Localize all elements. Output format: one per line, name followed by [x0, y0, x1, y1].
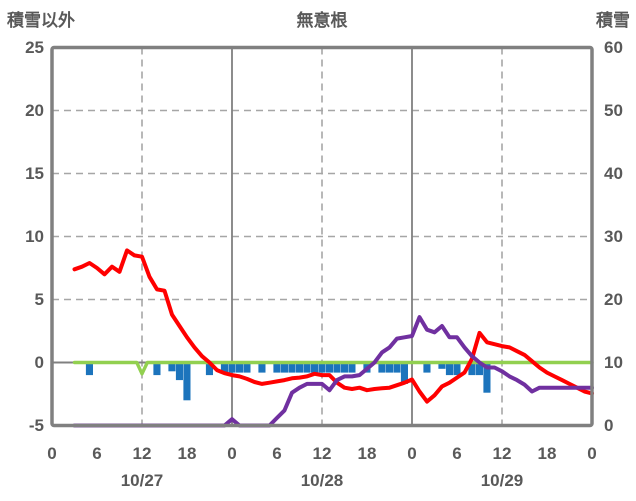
precip-bar	[483, 362, 491, 393]
precip-bar	[205, 362, 213, 376]
precip-bar	[85, 362, 93, 376]
temperature-red-line	[72, 248, 594, 404]
plot-border	[50, 45, 594, 428]
x-axis-hour-tick: 18	[537, 444, 557, 463]
precip-bar	[318, 362, 326, 373]
precip-bar	[295, 362, 303, 373]
precip-bar	[235, 362, 243, 373]
precip-bar	[310, 362, 318, 373]
precip-bar	[168, 362, 176, 372]
precip-bar	[273, 362, 281, 373]
right-axis-title: 積雪	[596, 11, 630, 30]
left-axis-title: 積雪以外	[7, 11, 75, 30]
left-axis-tick: 10	[25, 226, 44, 246]
precip-bar	[333, 362, 341, 373]
precip-bar	[400, 362, 408, 384]
precip-bar	[340, 362, 348, 373]
right-axis-tick: 10	[604, 352, 623, 372]
precip-bar	[475, 362, 483, 376]
snow-depth-purple-line	[72, 315, 594, 428]
left-axis-tick: 15	[25, 163, 44, 183]
x-axis-hour-tick: 6	[92, 444, 102, 463]
x-axis-date-label: 10/27	[120, 471, 164, 490]
precip-bar	[228, 362, 236, 373]
precip-bar	[258, 362, 266, 373]
left-axis-tick: 0	[34, 352, 44, 372]
precip-bar	[348, 362, 356, 373]
precip-bar	[288, 362, 296, 373]
right-axis-tick: 0	[604, 415, 614, 435]
precip-bar	[438, 362, 446, 369]
x-axis-hour-tick: 12	[132, 444, 152, 463]
precip-bar	[453, 362, 461, 376]
right-axis-tick: 50	[604, 100, 623, 120]
precip-bar	[280, 362, 288, 373]
precip-bar	[220, 362, 228, 374]
x-axis-hour-tick: 6	[272, 444, 282, 463]
x-axis-hour-tick: 12	[492, 444, 512, 463]
x-axis-hour-tick: 0	[227, 444, 237, 463]
x-axis-hour-tick: 18	[357, 444, 377, 463]
right-axis-tick: 60	[604, 37, 623, 57]
precip-bar	[378, 362, 386, 373]
left-axis-tick: 20	[25, 100, 44, 120]
x-axis-hour-tick: 0	[407, 444, 417, 463]
x-axis-hour-tick: 0	[587, 444, 597, 463]
right-axis-tick: 40	[604, 163, 623, 183]
left-axis-tick: 5	[34, 289, 44, 309]
precip-bar	[393, 362, 401, 373]
x-axis-hour-tick: 6	[452, 444, 462, 463]
x-axis-hour-tick: 0	[47, 444, 57, 463]
left-axis-tick: 25	[25, 37, 44, 57]
x-axis-hour-tick: 18	[177, 444, 197, 463]
left-axis-tick: -5	[28, 415, 44, 435]
x-axis-hour-tick: 12	[312, 444, 332, 463]
x-axis-date-label: 10/28	[300, 471, 344, 490]
precip-bar	[468, 362, 476, 376]
chart-title: 無意根	[296, 11, 348, 30]
x-axis-date-label: 10/29	[480, 471, 524, 490]
precip-bar	[183, 362, 191, 401]
precip-bar	[385, 362, 393, 373]
right-axis-tick: 20	[604, 289, 623, 309]
zero-baseline-green-line	[72, 360, 594, 376]
right-axis-tick: 30	[604, 226, 623, 246]
precip-bar	[153, 362, 161, 376]
precip-bar	[243, 362, 251, 373]
precip-bar	[175, 362, 183, 381]
precip-bar	[423, 362, 431, 373]
precip-bar	[445, 362, 453, 376]
precip-bar	[325, 362, 333, 373]
precip-bar	[303, 362, 311, 373]
